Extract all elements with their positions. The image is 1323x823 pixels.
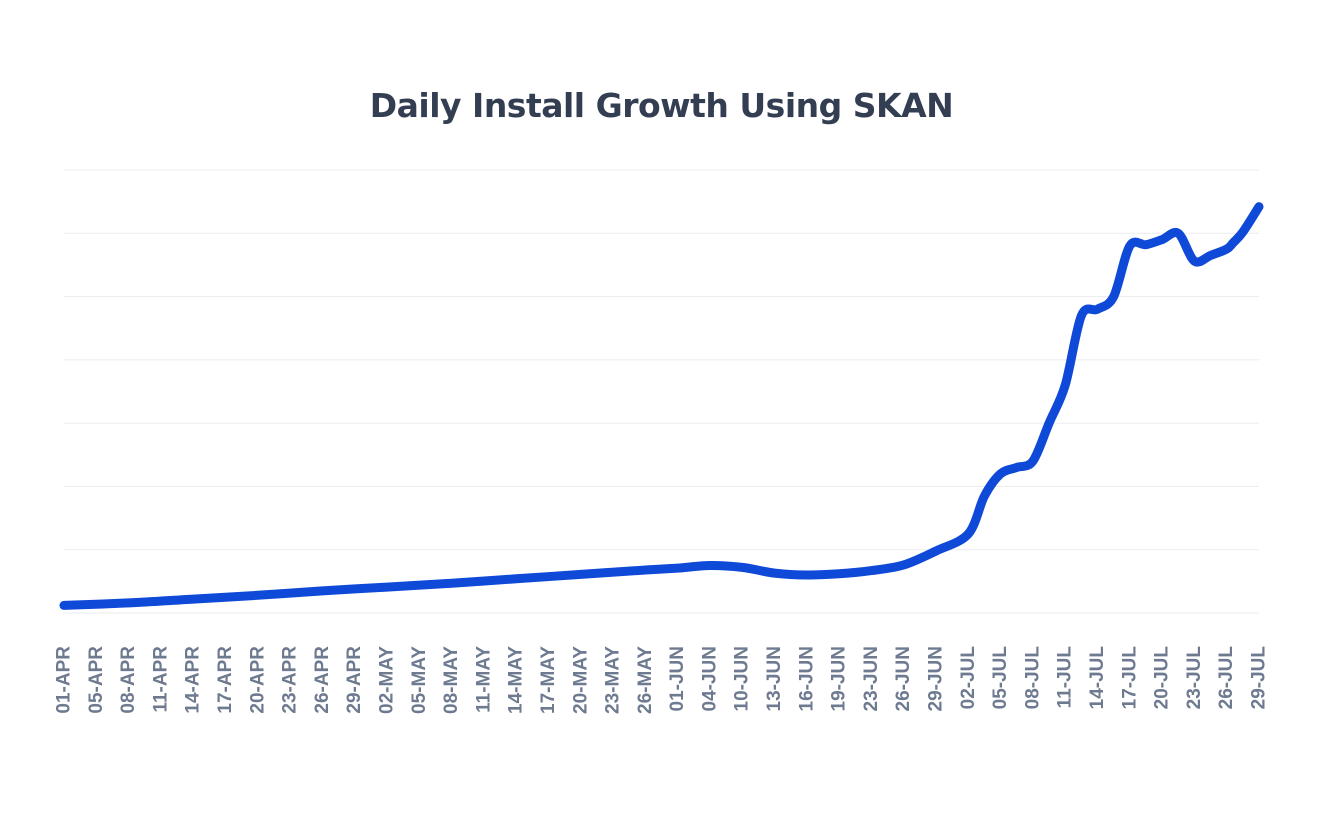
x-tick-label: 26-JUN	[893, 646, 914, 711]
x-tick-label: 23-MAY	[603, 646, 624, 714]
x-tick-label: 26-JUL	[1216, 646, 1237, 710]
x-tick-label: 02-MAY	[376, 646, 397, 714]
x-tick-label: 23-APR	[280, 646, 301, 714]
x-tick-label: 05-APR	[86, 646, 107, 714]
x-tick-label: 17-APR	[215, 646, 236, 714]
x-tick-label: 08-MAY	[441, 646, 462, 714]
x-tick-label: 13-JUN	[764, 646, 785, 711]
x-tick-label: 01-APR	[54, 646, 75, 714]
x-tick-label: 11-APR	[150, 646, 171, 713]
x-tick-label: 10-JUN	[732, 646, 753, 711]
x-tick-label: 11-JUL	[1055, 646, 1076, 709]
x-tick-label: 14-MAY	[506, 646, 527, 714]
x-tick-label: 20-JUL	[1152, 646, 1173, 710]
x-tick-label: 08-JUL	[1022, 646, 1043, 710]
x-tick-label: 20-MAY	[570, 646, 591, 714]
x-tick-label: 14-APR	[183, 646, 204, 714]
x-tick-label: 04-JUN	[699, 646, 720, 711]
x-tick-label: 23-JUN	[861, 646, 882, 711]
x-tick-label: 17-MAY	[538, 646, 559, 714]
x-tick-label: 01-JUN	[667, 646, 688, 711]
x-tick-label: 29-APR	[344, 646, 365, 714]
x-tick-label: 05-MAY	[409, 646, 430, 714]
x-tick-label: 29-JUL	[1249, 646, 1270, 710]
x-tick-label: 29-JUN	[926, 646, 947, 711]
x-tick-label: 05-JUL	[990, 646, 1011, 710]
x-tick-label: 11-MAY	[473, 646, 494, 713]
gridlines	[64, 169, 1259, 614]
x-tick-label: 16-JUN	[796, 646, 817, 711]
x-tick-label: 23-JUL	[1184, 646, 1205, 710]
x-tick-label: 02-JUL	[958, 646, 979, 710]
x-tick-label: 19-JUN	[829, 646, 850, 711]
x-tick-label: 08-APR	[118, 646, 139, 714]
x-tick-label: 26-MAY	[635, 646, 656, 714]
series-line-0	[59, 202, 1264, 610]
series-line-layer	[59, 202, 1264, 610]
x-tick-label: 26-APR	[312, 646, 333, 714]
x-tick-label: 14-JUL	[1087, 646, 1108, 710]
x-axis-tick-labels: 01-APR 05-APR 08-APR 11-APR 14-APR 17-APR 20-A…	[54, 646, 1270, 714]
x-tick-label: 20-APR	[247, 646, 268, 714]
chart-title: Daily Install Growth Using SKAN	[369, 86, 954, 125]
x-tick-label: 17-JUL	[1119, 646, 1140, 710]
